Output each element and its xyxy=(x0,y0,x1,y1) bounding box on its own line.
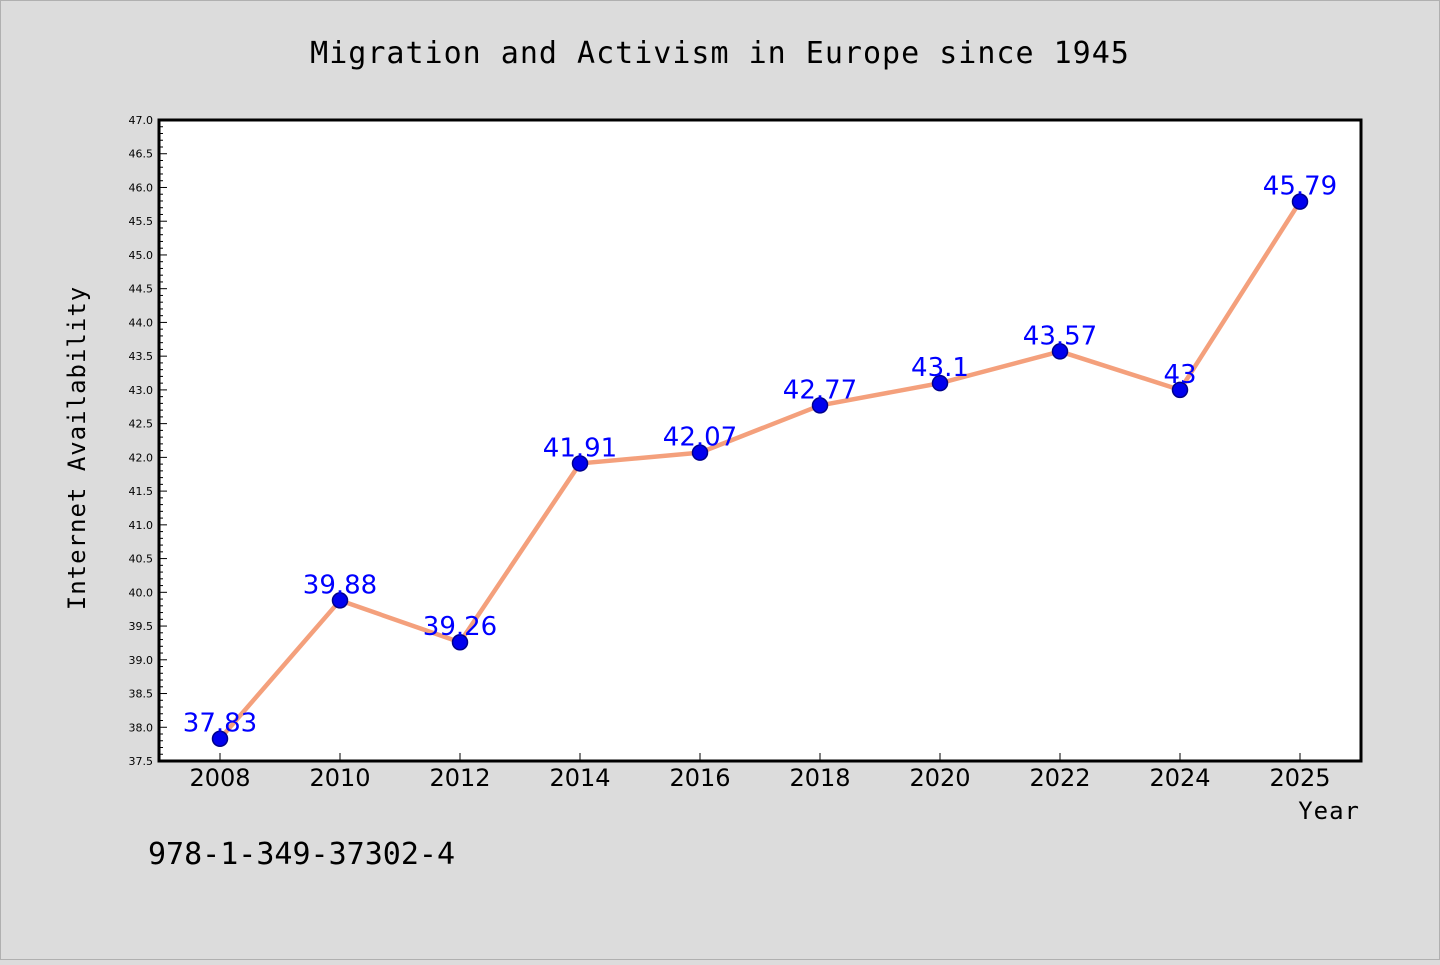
data-point xyxy=(1051,343,1069,360)
y-tick-label: 42.5 xyxy=(129,418,154,431)
data-label: 42.77 xyxy=(783,375,857,405)
data-label: 39.26 xyxy=(423,612,497,642)
data-label: 43 xyxy=(1163,360,1196,390)
y-tick-label: 44.5 xyxy=(129,283,154,296)
data-point xyxy=(211,730,229,747)
x-tick-label: 2010 xyxy=(309,764,370,792)
data-label: 43.57 xyxy=(1023,321,1097,351)
x-tick-label: 2025 xyxy=(1269,764,1330,792)
data-point xyxy=(811,397,829,414)
plot-area xyxy=(157,118,1363,763)
y-tick-label: 37.5 xyxy=(129,755,154,768)
x-tick-label: 2022 xyxy=(1029,764,1090,792)
y-tick-label: 39.0 xyxy=(129,654,154,667)
data-label: 43.1 xyxy=(911,353,969,383)
y-tick-label: 38.0 xyxy=(129,721,154,734)
y-tick-label: 45.0 xyxy=(129,249,154,262)
data-point xyxy=(1291,193,1309,210)
y-tick-label: 46.0 xyxy=(129,181,154,194)
x-tick-label: 2020 xyxy=(909,764,970,792)
x-axis-label: Year xyxy=(1298,797,1360,825)
series-group: 37.83 39.88 39.26 41.91 42.07 42.77 43.1 43.57 4… xyxy=(183,172,1337,747)
data-point xyxy=(1171,381,1189,399)
x-tick-label: 2014 xyxy=(549,764,610,792)
data-label: 37.83 xyxy=(183,709,257,739)
data-label: 39.88 xyxy=(303,570,377,600)
data-point xyxy=(331,592,349,609)
data-label: 42.07 xyxy=(663,423,737,453)
y-tick-label: 40.5 xyxy=(129,553,154,566)
data-label: 41.91 xyxy=(543,433,617,463)
y-tick-label: 38.5 xyxy=(129,688,154,701)
data-point xyxy=(571,455,589,472)
x-tick-label: 2024 xyxy=(1149,764,1210,792)
y-tick-label: 40.0 xyxy=(129,586,154,599)
isbn-annotation: 978-1-349-37302-4 xyxy=(148,837,455,872)
x-axis-ticks: 2008 2010 2012 2014 2016 2018 2020 2022 2024 2025 xyxy=(189,753,1331,792)
data-point xyxy=(691,444,709,461)
y-tick-label: 41.0 xyxy=(129,519,154,532)
y-axis-label: Internet Availability xyxy=(63,286,91,610)
data-point xyxy=(451,633,469,651)
x-tick-label: 2012 xyxy=(429,764,490,792)
chart-title: Migration and Activism in Europe since 1… xyxy=(310,36,1130,71)
x-tick-label: 2016 xyxy=(669,764,730,792)
series-line xyxy=(217,199,1303,741)
data-point xyxy=(931,374,949,392)
y-tick-label: 44.0 xyxy=(129,316,154,329)
y-tick-label: 45.5 xyxy=(129,215,154,228)
x-tick-label: 2008 xyxy=(189,764,250,792)
y-tick-label: 43.5 xyxy=(129,350,154,363)
y-tick-label: 43.0 xyxy=(129,384,154,397)
y-tick-label: 39.5 xyxy=(129,620,154,633)
y-tick-label: 47.0 xyxy=(129,114,154,127)
x-tick-label: 2018 xyxy=(789,764,850,792)
y-tick-label: 41.5 xyxy=(129,485,154,498)
data-label: 45.79 xyxy=(1263,172,1337,202)
y-tick-label: 46.5 xyxy=(129,148,154,161)
y-axis-ticks: 37.5 38.0 38.5 39.0 39.5 40.0 40.5 41.0 41.5 42.0… xyxy=(129,114,167,768)
y-tick-label: 42.0 xyxy=(129,451,154,464)
